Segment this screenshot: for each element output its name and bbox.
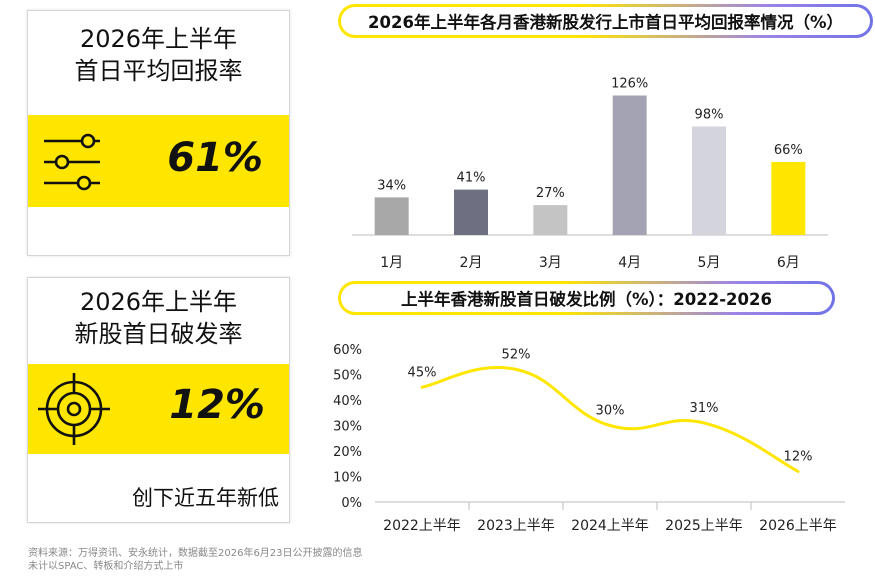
bar-2 bbox=[454, 189, 488, 235]
break-rate-value: 12% bbox=[169, 382, 265, 428]
bar-value-label: 41% bbox=[457, 171, 486, 186]
line-value-label: 12% bbox=[784, 449, 813, 464]
return-highlight-band: 61% bbox=[28, 115, 289, 207]
monthly-return-bar-chart: 34% 1月 41% 2月 27% 3月 126% 4月 98% 5月 66% 6月 bbox=[352, 77, 828, 271]
bar-category-label: 4月 bbox=[618, 255, 641, 271]
break-rate-note: 创下近五年新低 bbox=[132, 486, 279, 510]
line-category-label: 2023上半年 bbox=[477, 518, 555, 534]
line-category-label: 2026上半年 bbox=[759, 518, 837, 534]
bar-1 bbox=[374, 197, 409, 235]
y-tick-label: 50% bbox=[333, 369, 362, 384]
bar-value-label: 27% bbox=[536, 186, 565, 201]
bar-category-label: 5月 bbox=[698, 255, 721, 271]
bar-value-label: 98% bbox=[695, 108, 724, 123]
break-card-title-line2: 新股首日破发率 bbox=[74, 320, 243, 348]
bar-category-label: 3月 bbox=[539, 255, 562, 271]
break-card-title-line1: 2026年上半年 bbox=[79, 288, 238, 316]
y-tick-label: 30% bbox=[333, 420, 362, 435]
target-icon bbox=[38, 373, 110, 445]
line-category-label: 2024上半年 bbox=[571, 518, 649, 534]
return-rate-card: 2026年上半年 首日平均回报率 61% bbox=[27, 10, 290, 256]
line-value-label: 31% bbox=[690, 401, 719, 416]
break-rate-card: 2026年上半年 新股首日破发率 12% 创下近五年新低 bbox=[27, 277, 290, 523]
source-line1: 资料来源：万得资讯、安永统计，数据截至2026年6月23日公开披露的信息 bbox=[28, 548, 363, 559]
line-value-label: 52% bbox=[502, 347, 531, 362]
break-ratio-series-line bbox=[420, 366, 800, 473]
y-tick-label: 10% bbox=[333, 471, 362, 486]
break-ratio-line-chart: 0% 10% 20% 30% 40% 50% 60% 45% 2022上半年 52% 2023上半年… bbox=[333, 343, 845, 534]
bar-chart-title: 2026年上半年各月香港新股发行上市首日平均回报率情况（%） bbox=[338, 4, 873, 38]
bar-category-label: 2月 bbox=[460, 255, 483, 271]
bar-category-label: 6月 bbox=[777, 255, 800, 271]
bar-value-label: 34% bbox=[377, 178, 406, 193]
break-highlight-band: 12% bbox=[28, 364, 289, 454]
line-value-label: 45% bbox=[408, 365, 437, 380]
bar-4 bbox=[612, 95, 647, 235]
y-tick-label: 60% bbox=[333, 343, 362, 358]
bar-5 bbox=[692, 126, 726, 235]
line-category-label: 2022上半年 bbox=[383, 518, 461, 534]
return-card-title-line2: 首日平均回报率 bbox=[74, 57, 243, 85]
y-tick-label: 40% bbox=[333, 394, 362, 409]
line-category-label: 2025上半年 bbox=[665, 518, 743, 534]
bar-category-label: 1月 bbox=[380, 255, 403, 271]
line-chart-title: 上半年香港新股首日破发比例（%）：2022-2026 bbox=[338, 281, 835, 315]
line-value-label: 30% bbox=[596, 404, 625, 419]
return-rate-value: 61% bbox=[167, 135, 263, 181]
bar-6 bbox=[771, 161, 806, 235]
source-line2: 未计以SPAC、转板和介绍方式上市 bbox=[28, 561, 184, 572]
bar-value-label: 66% bbox=[774, 143, 803, 158]
y-tick-label: 0% bbox=[341, 496, 362, 511]
y-tick-label: 20% bbox=[333, 445, 362, 460]
sliders-icon bbox=[44, 133, 100, 191]
bar-value-label: 126% bbox=[611, 77, 648, 92]
bar-3 bbox=[533, 205, 568, 235]
return-card-title-line1: 2026年上半年 bbox=[79, 25, 238, 53]
